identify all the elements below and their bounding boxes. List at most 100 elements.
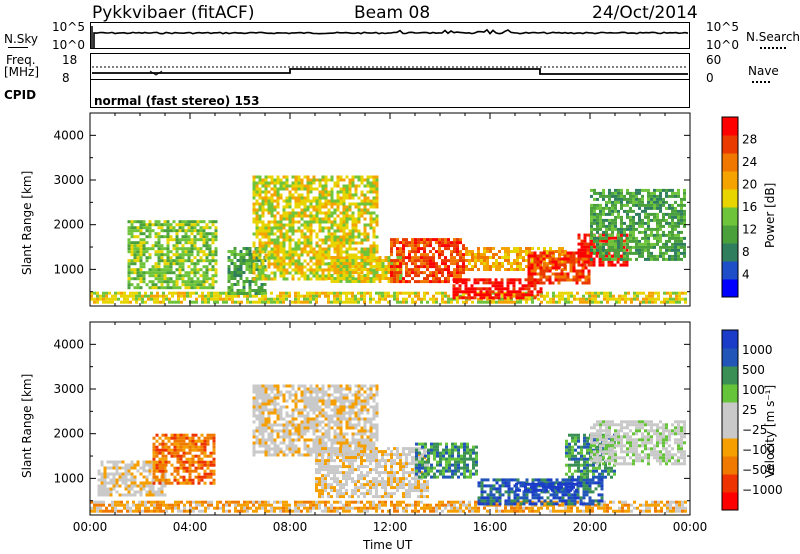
velocity-cell <box>145 469 149 473</box>
power-cell <box>429 271 432 275</box>
power-cell <box>357 280 361 283</box>
power-cell <box>333 247 337 251</box>
power-cell <box>402 247 405 251</box>
power-cell <box>557 257 561 261</box>
power-cell <box>426 253 429 257</box>
power-cell <box>497 284 501 288</box>
power-cell <box>163 274 167 278</box>
power-cell <box>141 297 144 301</box>
power-cell <box>339 277 343 280</box>
power-cell <box>324 181 328 185</box>
power-cell <box>252 193 256 197</box>
velocity-cell <box>618 506 621 510</box>
power-cell <box>533 269 537 273</box>
power-cell <box>674 248 677 252</box>
power-cell <box>297 181 301 185</box>
power-cell <box>248 259 252 262</box>
velocity-cell <box>109 493 113 497</box>
freq-panel <box>90 53 690 80</box>
power-cell <box>318 259 322 263</box>
power-cell <box>447 300 450 304</box>
power-cell <box>680 206 683 210</box>
power-cell <box>330 265 334 268</box>
power-cell <box>494 281 498 285</box>
power-cell <box>671 206 674 210</box>
power-cell <box>366 253 370 257</box>
power-cell <box>273 277 277 281</box>
power-cell <box>175 244 179 248</box>
velocity-cell <box>264 509 267 513</box>
noise-search-label: N.Search <box>746 30 800 44</box>
power-cell <box>580 248 584 252</box>
power-cell <box>617 254 620 258</box>
power-cell <box>327 244 331 248</box>
power-cell <box>133 250 137 254</box>
power-cell <box>608 254 611 258</box>
power-cell <box>249 300 252 304</box>
power-cell <box>584 278 588 282</box>
power-cell <box>261 259 265 263</box>
power-cell <box>211 223 215 227</box>
power-cell <box>261 244 265 248</box>
power-cell <box>402 238 405 242</box>
power-cell <box>423 250 426 254</box>
power-cell <box>130 262 134 266</box>
power-cell <box>327 294 330 298</box>
power-cell <box>309 235 313 239</box>
velocity-cell <box>225 503 228 507</box>
power-cell <box>369 190 373 194</box>
power-cell <box>288 229 292 233</box>
power-cell <box>252 187 256 191</box>
velocity-cell <box>669 509 672 513</box>
power-cell <box>677 224 680 228</box>
power-cell <box>306 235 310 239</box>
power-cell <box>360 262 364 266</box>
power-cell <box>596 221 599 225</box>
power-cell <box>258 175 262 179</box>
velocity-cell <box>176 481 180 485</box>
power-cell <box>663 297 666 301</box>
power-cell <box>282 300 285 304</box>
power-cell <box>468 253 471 256</box>
power-cell <box>282 226 286 230</box>
power-cell <box>186 294 189 298</box>
power-cell <box>665 257 668 261</box>
power-cell <box>279 196 283 200</box>
velocity-cell <box>444 506 447 510</box>
power-cell <box>312 196 316 200</box>
velocity-cell <box>160 481 164 485</box>
velocity-cell <box>118 484 122 488</box>
velocity-cell <box>185 481 189 485</box>
power-cell <box>510 300 513 304</box>
power-cell <box>369 280 373 283</box>
power-cell <box>264 193 268 197</box>
power-cell <box>396 277 399 281</box>
power-cell <box>506 290 510 294</box>
power-cell <box>90 297 93 301</box>
power-cell <box>653 236 656 240</box>
power-cell <box>273 181 277 185</box>
power-cell <box>157 232 161 236</box>
power-cell <box>390 253 393 257</box>
power-cell <box>248 247 252 250</box>
power-cell <box>396 250 399 254</box>
power-cell <box>614 215 617 219</box>
power-cell <box>154 220 158 224</box>
power-cell <box>336 274 340 277</box>
velocity-cell <box>185 466 189 470</box>
power-cell <box>450 253 453 257</box>
power-cell <box>96 291 99 295</box>
velocity-cell <box>234 509 237 513</box>
power-cell <box>536 293 540 297</box>
velocity-cell <box>161 460 165 464</box>
power-cell <box>360 232 364 236</box>
power-cell <box>411 277 414 281</box>
power-cell <box>93 300 96 304</box>
power-cell <box>297 229 301 233</box>
power-cell <box>303 199 307 203</box>
power-cell <box>578 278 582 282</box>
power-cell <box>591 300 594 304</box>
power-cell <box>411 297 414 301</box>
velocity-cell <box>127 484 131 488</box>
power-cell <box>351 238 355 242</box>
